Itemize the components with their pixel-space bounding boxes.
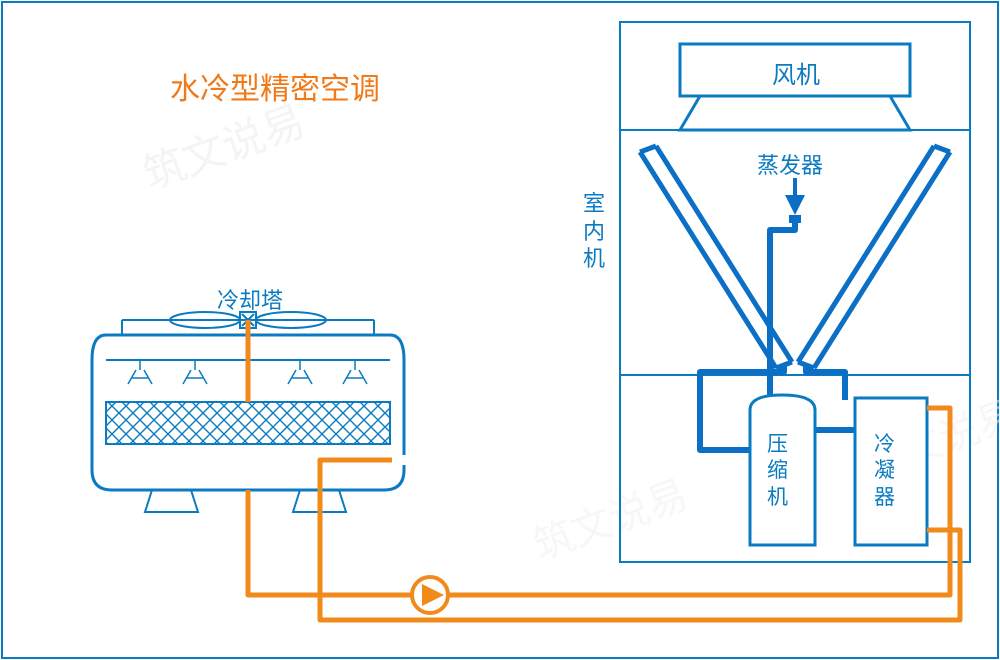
condenser-label: 冷 凝 器 <box>874 432 895 511</box>
evaporator-label: 蒸发器 <box>757 148 823 180</box>
svg-text:筑文说易: 筑文说易 <box>528 472 693 568</box>
svg-text:筑文说易: 筑文说易 <box>137 97 311 199</box>
indoor-unit-side-label: 室 内 机 <box>583 190 605 273</box>
diagram-canvas: 筑文说易 筑文说易 筑文说易 <box>0 0 1000 660</box>
fan-label: 风机 <box>772 55 820 90</box>
mesh-fill <box>106 402 390 444</box>
diagram-title: 水冷型精密空调 <box>170 64 380 108</box>
expansion-valve-icon <box>785 178 805 223</box>
cooling-tower-label: 冷却塔 <box>217 283 283 315</box>
compressor-label: 压 缩 机 <box>767 432 788 511</box>
pump-icon <box>412 577 448 613</box>
